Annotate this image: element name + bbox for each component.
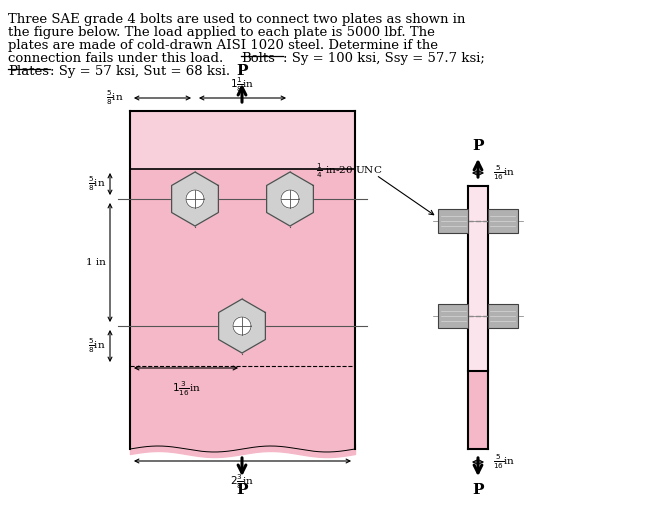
- Text: $\frac{5}{8}$in: $\frac{5}{8}$in: [88, 175, 106, 193]
- Polygon shape: [186, 190, 204, 208]
- Text: $\frac{5}{16}$in: $\frac{5}{16}$in: [493, 164, 515, 182]
- Text: $\frac{1}{4}$ in-20 UNC: $\frac{1}{4}$ in-20 UNC: [316, 162, 382, 180]
- Bar: [130, 169, 355, 449]
- Text: P: P: [236, 483, 248, 497]
- Bar: [488, 304, 518, 328]
- Text: the figure below. The load applied to each plate is 5000 lbf. The: the figure below. The load applied to ea…: [8, 26, 435, 39]
- Polygon shape: [218, 299, 265, 353]
- Text: P: P: [472, 139, 484, 153]
- Polygon shape: [172, 172, 218, 226]
- Bar: [438, 304, 468, 328]
- Text: : Sy = 57 ksi, Sut = 68 ksi.: : Sy = 57 ksi, Sut = 68 ksi.: [50, 65, 230, 78]
- Text: $1\frac{1}{8}$in: $1\frac{1}{8}$in: [230, 76, 255, 94]
- Text: P: P: [472, 483, 484, 497]
- Text: : Sy = 100 ksi, Ssy = 57.7 ksi;: : Sy = 100 ksi, Ssy = 57.7 ksi;: [283, 52, 485, 65]
- Text: 1 in: 1 in: [86, 258, 106, 267]
- Polygon shape: [233, 317, 251, 335]
- Bar: [488, 209, 518, 233]
- Text: $2\frac{3}{8}$in: $2\frac{3}{8}$in: [230, 473, 255, 492]
- Bar: [468, 371, 488, 449]
- Text: $1\frac{3}{16}$in: $1\frac{3}{16}$in: [172, 380, 200, 398]
- Text: plates are made of cold-drawn AISI 1020 steel. Determine if the: plates are made of cold-drawn AISI 1020 …: [8, 39, 438, 52]
- Text: Three SAE grade 4 bolts are used to connect two plates as shown in: Three SAE grade 4 bolts are used to conn…: [8, 13, 466, 26]
- Bar: [130, 111, 355, 169]
- Text: Bolts: Bolts: [242, 52, 275, 65]
- Text: P: P: [236, 64, 248, 78]
- Bar: [438, 209, 468, 233]
- Bar: [468, 186, 488, 371]
- Polygon shape: [267, 172, 313, 226]
- Text: $\frac{5}{8}$in: $\frac{5}{8}$in: [88, 337, 106, 355]
- Text: Plates: Plates: [8, 65, 49, 78]
- Text: $\frac{5}{16}$in: $\frac{5}{16}$in: [493, 453, 515, 471]
- Polygon shape: [281, 190, 299, 208]
- Text: connection fails under this load.: connection fails under this load.: [8, 52, 228, 65]
- Text: $\frac{5}{8}$in: $\frac{5}{8}$in: [106, 89, 124, 107]
